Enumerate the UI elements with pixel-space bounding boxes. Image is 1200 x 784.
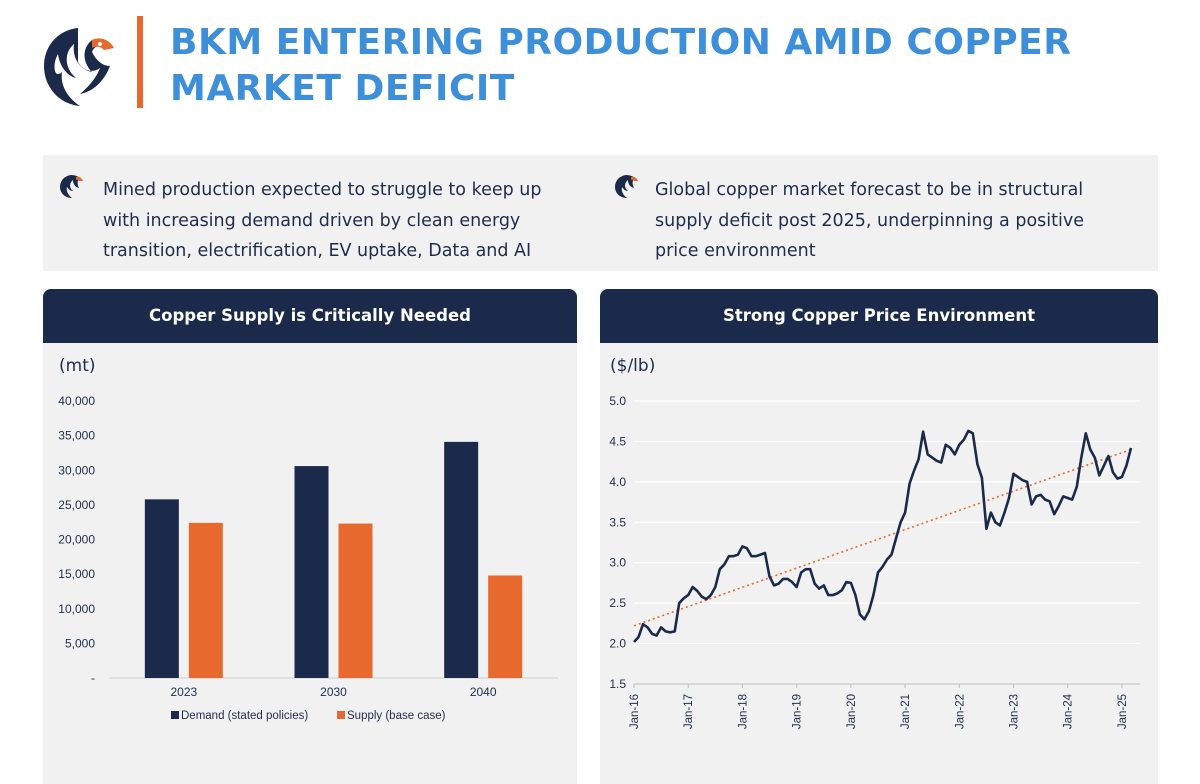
legend-swatch	[337, 711, 345, 719]
line-chart-unit-label: ($/lb)	[610, 356, 656, 376]
y-tick-label: 5,000	[65, 636, 95, 650]
eagle-bullet-icon	[615, 175, 638, 198]
eagle-bullet-icon	[60, 175, 83, 198]
demand-bar	[294, 466, 329, 678]
y-tick-label: 10,000	[58, 602, 95, 616]
copper-price-line	[633, 429, 1133, 643]
supply-demand-panel-title: Copper Supply is Critically Needed	[43, 289, 577, 343]
supply-bar	[338, 523, 373, 678]
y-tick-label: 40,000	[58, 394, 95, 408]
y-tick-label: 25,000	[58, 498, 95, 512]
x-tick-label: Jan-21	[900, 694, 912, 729]
legend-swatch	[171, 711, 179, 719]
x-tick-label: Jan-22	[954, 694, 966, 729]
y-tick-label: 2.0	[609, 637, 626, 651]
supply-bar	[488, 575, 523, 678]
supply-demand-panel: - 5,000 10,000 15,000 20,000 25,000 30,000 35,0…	[43, 289, 577, 784]
demand-bar	[444, 441, 479, 678]
supply-demand-bar-chart: - 5,000 10,000 15,000 20,000 25,000 30,000 35,0…	[58, 394, 558, 722]
y-tick-label: 20,000	[58, 533, 95, 547]
y-tick-label: 4.5	[609, 434, 626, 448]
y-tick-label: 3.5	[609, 515, 626, 529]
y-tick-label: 35,000	[58, 429, 95, 443]
copper-price-panel: 1.5 2.0 2.5 3.0 3.5 4.0 4.5 5.0 Jan-16 Jan-17 Jan-…	[600, 289, 1158, 784]
key-points-box: Mined production expected to struggle to…	[43, 155, 1158, 271]
price-trendline	[633, 448, 1132, 627]
y-tick-label: 2.5	[609, 596, 626, 610]
y-tick-label: 3.0	[609, 556, 626, 570]
legend-label: Demand (stated policies)	[181, 710, 308, 722]
legend-label: Supply (base case)	[347, 710, 446, 722]
x-tick-label: Jan-18	[737, 694, 749, 729]
page-title: BKM ENTERING PRODUCTION AMID COPPER MARK…	[170, 22, 1072, 109]
x-tick-label: Jan-17	[683, 694, 695, 729]
bullet-text-demand: Mined production expected to struggle to…	[103, 180, 542, 261]
x-tick-label: Jan-24	[1063, 693, 1075, 729]
demand-bar	[144, 499, 179, 678]
y-tick-label: 30,000	[58, 463, 95, 477]
title-accent-bar	[137, 16, 143, 108]
x-tick-label: Jan-20	[846, 694, 858, 729]
x-tick-label: 2023	[170, 685, 197, 699]
eagle-logo-icon	[44, 28, 114, 106]
y-tick-label: 5.0	[609, 394, 626, 408]
y-tick-label: -	[91, 671, 95, 685]
x-tick-label: 2030	[320, 685, 347, 699]
supply-bar	[188, 522, 223, 678]
x-tick-label: Jan-16	[629, 694, 641, 729]
y-tick-label: 1.5	[609, 677, 626, 691]
copper-price-panel-title: Strong Copper Price Environment	[600, 289, 1158, 343]
x-tick-label: 2040	[470, 685, 497, 699]
y-tick-label: 4.0	[609, 475, 626, 489]
x-tick-label: Jan-25	[1117, 694, 1129, 729]
x-tick-label: Jan-23	[1009, 694, 1021, 729]
bar-chart-unit-label: (mt)	[59, 356, 96, 376]
header: BKM ENTERING PRODUCTION AMID COPPER MARK…	[0, 0, 1200, 130]
bullet-text-deficit: Global copper market forecast to be in s…	[655, 180, 1084, 261]
copper-price-line-chart: 1.5 2.0 2.5 3.0 3.5 4.0 4.5 5.0 Jan-16 Jan-17 Jan-…	[609, 394, 1140, 729]
y-tick-label: 15,000	[58, 567, 95, 581]
x-tick-label: Jan-19	[792, 694, 804, 729]
